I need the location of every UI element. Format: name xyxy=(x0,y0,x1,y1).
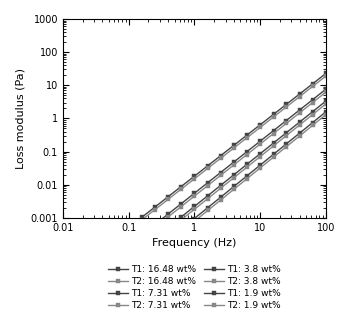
Y-axis label: Loss modulus (Pa): Loss modulus (Pa) xyxy=(15,68,25,169)
X-axis label: Frequency (Hz): Frequency (Hz) xyxy=(152,238,237,248)
Legend: T1: 16.48 wt%, T2: 16.48 wt%, T1: 7.31 wt%, T2: 7.31 wt%, T1: 3.8 wt%, T2: 3.8 w: T1: 16.48 wt%, T2: 16.48 wt%, T1: 7.31 w… xyxy=(105,262,284,313)
